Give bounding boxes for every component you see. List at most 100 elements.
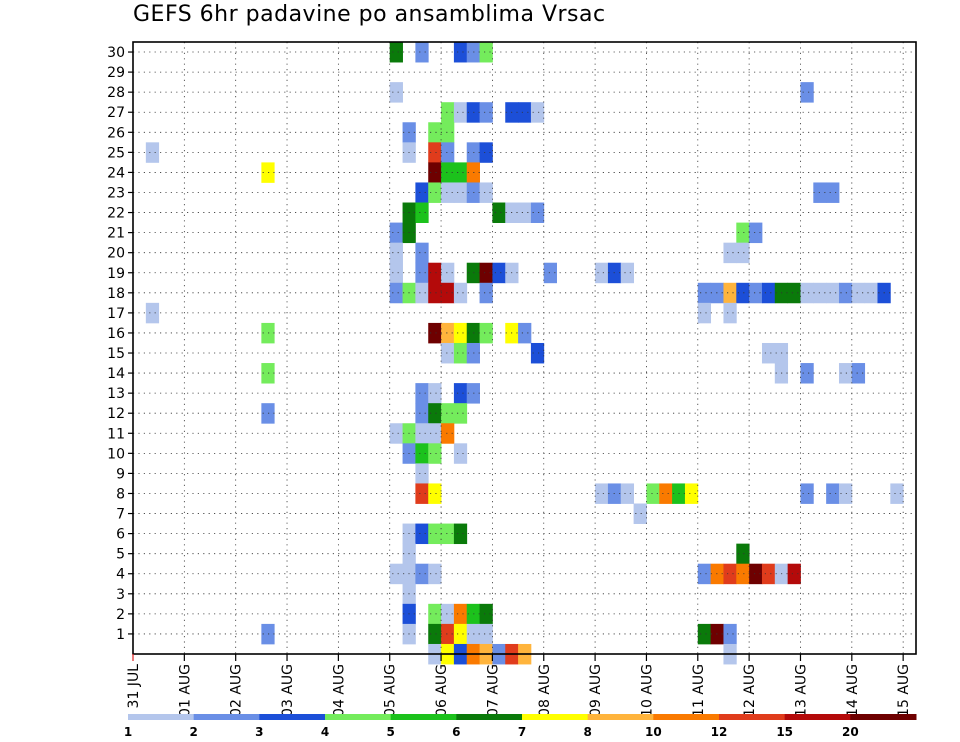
heatmap-cell [723, 242, 737, 264]
y-tick-label: 27 [107, 105, 125, 121]
colorbar-swatch [719, 714, 786, 720]
heatmap-cell [389, 42, 403, 63]
heatmap-cell [428, 122, 442, 143]
heatmap-cell [530, 202, 545, 223]
colorbar-label: 20 [842, 725, 859, 739]
heatmap-cell [428, 603, 442, 625]
y-tick-label: 19 [107, 266, 125, 282]
heatmap-cell [389, 563, 403, 585]
x-axis: 31 JUL 01 AUG 02 AUG 03 AUG 04 AUG 05 AUG 06 A… [126, 654, 912, 717]
colorbar-label: 5 [386, 725, 394, 739]
heatmap-cell [428, 383, 442, 404]
heatmap-cell [530, 342, 545, 364]
y-tick-label: 2 [116, 607, 125, 623]
y-tick-label: 9 [116, 466, 125, 482]
heatmap-cell [261, 363, 275, 384]
heatmap-cell [800, 363, 814, 384]
heatmap-cell [389, 82, 403, 103]
x-tick-label: 11 AUG [691, 664, 707, 717]
y-tick-label: 14 [107, 366, 125, 382]
colorbar-swatch [522, 714, 589, 720]
y-tick-label: 8 [116, 486, 125, 502]
heatmap-cell [441, 342, 455, 364]
heatmap-cell [453, 603, 468, 625]
heatmap-cell [441, 403, 455, 424]
heatmap-cell [415, 483, 429, 504]
heatmap-cell [543, 262, 557, 284]
heatmap-cell [684, 483, 699, 504]
colorbar-swatch [193, 714, 260, 720]
y-tick-label: 22 [107, 206, 125, 222]
heatmap-cell [453, 403, 468, 424]
heatmap-cell [453, 42, 468, 63]
x-tick-label: 05 AUG [383, 664, 399, 717]
heatmap-cell [736, 222, 750, 244]
y-tick-label: 24 [107, 165, 125, 181]
heatmap-cell [749, 282, 763, 304]
heatmap-cell [415, 403, 429, 424]
heatmap-cell [428, 623, 442, 645]
heatmap-cell [595, 262, 609, 284]
heatmap-cell [389, 282, 403, 304]
heatmap-cell [428, 262, 442, 284]
colorbar-label: 7 [518, 725, 526, 739]
y-tick-label: 12 [107, 406, 125, 422]
heatmap-cell [428, 182, 442, 203]
x-tick-label: 15 AUG [896, 664, 912, 717]
heatmap-cell [826, 182, 840, 203]
y-tick-label: 26 [107, 125, 125, 141]
heatmap-cell [620, 483, 635, 504]
heatmap-cell [518, 202, 532, 223]
x-tick-label: 06 AUG [434, 664, 450, 717]
heatmap-cell [453, 102, 468, 123]
heatmap-cell [518, 322, 532, 344]
x-tick-label: 09 AUG [588, 664, 604, 717]
heatmap-cell [838, 483, 853, 504]
heatmap-cell [749, 222, 763, 244]
heatmap-cell [415, 42, 429, 63]
y-tick-label: 10 [107, 446, 125, 462]
colorbar-label: 1 [124, 725, 132, 739]
heatmap-cell [428, 282, 442, 304]
heatmap-cell [145, 142, 160, 163]
heatmap-cell [851, 363, 866, 384]
y-tick-label: 28 [107, 85, 125, 101]
heatmap-cell [479, 102, 493, 123]
x-tick-label: 10 AUG [639, 664, 655, 717]
heatmap-cell [145, 302, 160, 324]
colorbar-swatch [587, 714, 654, 720]
x-tick-label: 08 AUG [537, 664, 553, 717]
heatmap-cell [441, 122, 455, 143]
y-tick-label: 6 [116, 527, 125, 543]
heatmap-cell [736, 282, 750, 304]
heatmap-cell [479, 623, 493, 645]
heatmap-cell [697, 282, 712, 304]
colorbar-swatch [128, 714, 195, 720]
y-tick-label: 15 [107, 346, 125, 362]
heatmap-cell [530, 102, 545, 123]
y-tick-label: 13 [107, 386, 125, 402]
y-tick-label: 16 [107, 326, 125, 342]
colorbar-swatch [653, 714, 720, 720]
heatmap-cell [441, 282, 455, 304]
heatmap-cell [415, 242, 429, 264]
heatmap-cell [261, 322, 275, 344]
heatmap-cell [479, 322, 493, 344]
colorbar-swatch [456, 714, 523, 720]
heatmap-cell [441, 102, 455, 123]
heatmap-cell [479, 182, 493, 203]
heatmap-cell [723, 623, 737, 645]
colorbar-label: 10 [645, 725, 662, 739]
y-tick-label: 5 [116, 547, 125, 563]
heatmap-cell [800, 282, 814, 304]
colorbar-label: 3 [255, 725, 263, 739]
heatmap-cell [838, 363, 853, 384]
heatmap-cell [415, 443, 429, 464]
cells-layer [145, 42, 904, 665]
colorbar-label: 4 [321, 725, 329, 739]
y-axis: 1234567891011121314151617181920212223242… [107, 45, 133, 643]
heatmap-cell [415, 202, 429, 223]
heatmap-cell [492, 262, 506, 284]
y-tick-label: 25 [107, 145, 125, 161]
